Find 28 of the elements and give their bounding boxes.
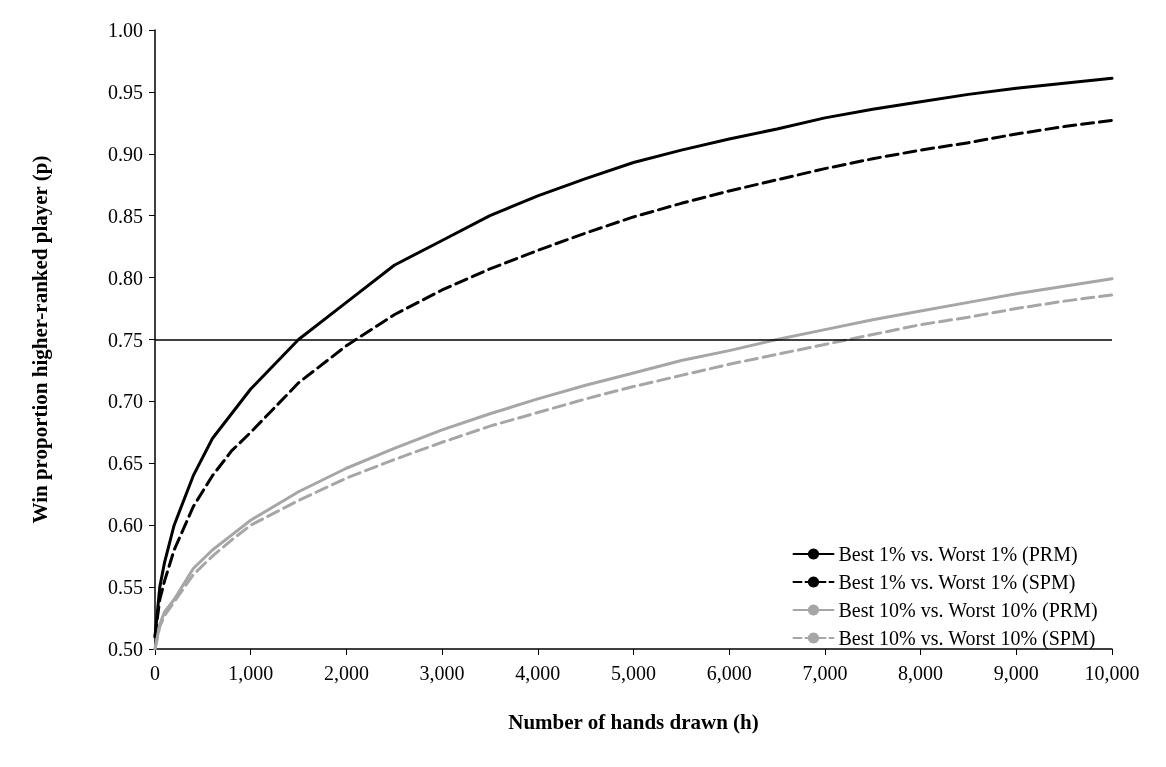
x-tick-label: 1,000 (228, 662, 274, 684)
y-tick-label: 0.60 (108, 514, 143, 537)
y-tick-label: 0.85 (108, 204, 143, 227)
y-tick-label: 0.70 (108, 390, 143, 413)
x-tick-label: 5,000 (611, 662, 656, 684)
x-tick-label: 7,000 (802, 662, 848, 684)
y-tick-label: 0.75 (108, 328, 143, 351)
x-tick-label: 0 (150, 662, 160, 684)
legend-label: Best 10% vs. Worst 10% (SPM) (838, 627, 1096, 650)
y-tick-label: 0.90 (108, 142, 143, 165)
y-tick-label: 0.55 (108, 576, 143, 599)
legend-label: Best 10% vs. Worst 10% (PRM) (838, 599, 1098, 622)
x-tick-label: 9,000 (993, 662, 1039, 684)
y-tick-label: 0.95 (108, 80, 143, 103)
legend-label: Best 1% vs. Worst 1% (SPM) (838, 571, 1076, 594)
x-tick-label: 4,000 (515, 662, 561, 684)
x-tick-label: 3,000 (419, 662, 465, 684)
x-tick-label: 2,000 (323, 662, 369, 684)
x-tick-label: 10,000 (1084, 662, 1140, 684)
x-tick-label: 6,000 (706, 662, 752, 684)
y-tick-label: 1.00 (108, 19, 143, 41)
y-axis-title: Win proportion higher-ranked player (p) (27, 155, 52, 524)
y-tick-label: 0.80 (108, 266, 143, 289)
y-tick-label: 0.65 (108, 452, 143, 475)
x-axis-title: Number of hands drawn (h) (508, 709, 759, 734)
x-tick-label: 8,000 (898, 662, 944, 684)
legend-label: Best 1% vs. Worst 1% (PRM) (838, 543, 1078, 566)
y-tick-label: 0.50 (108, 638, 143, 660)
